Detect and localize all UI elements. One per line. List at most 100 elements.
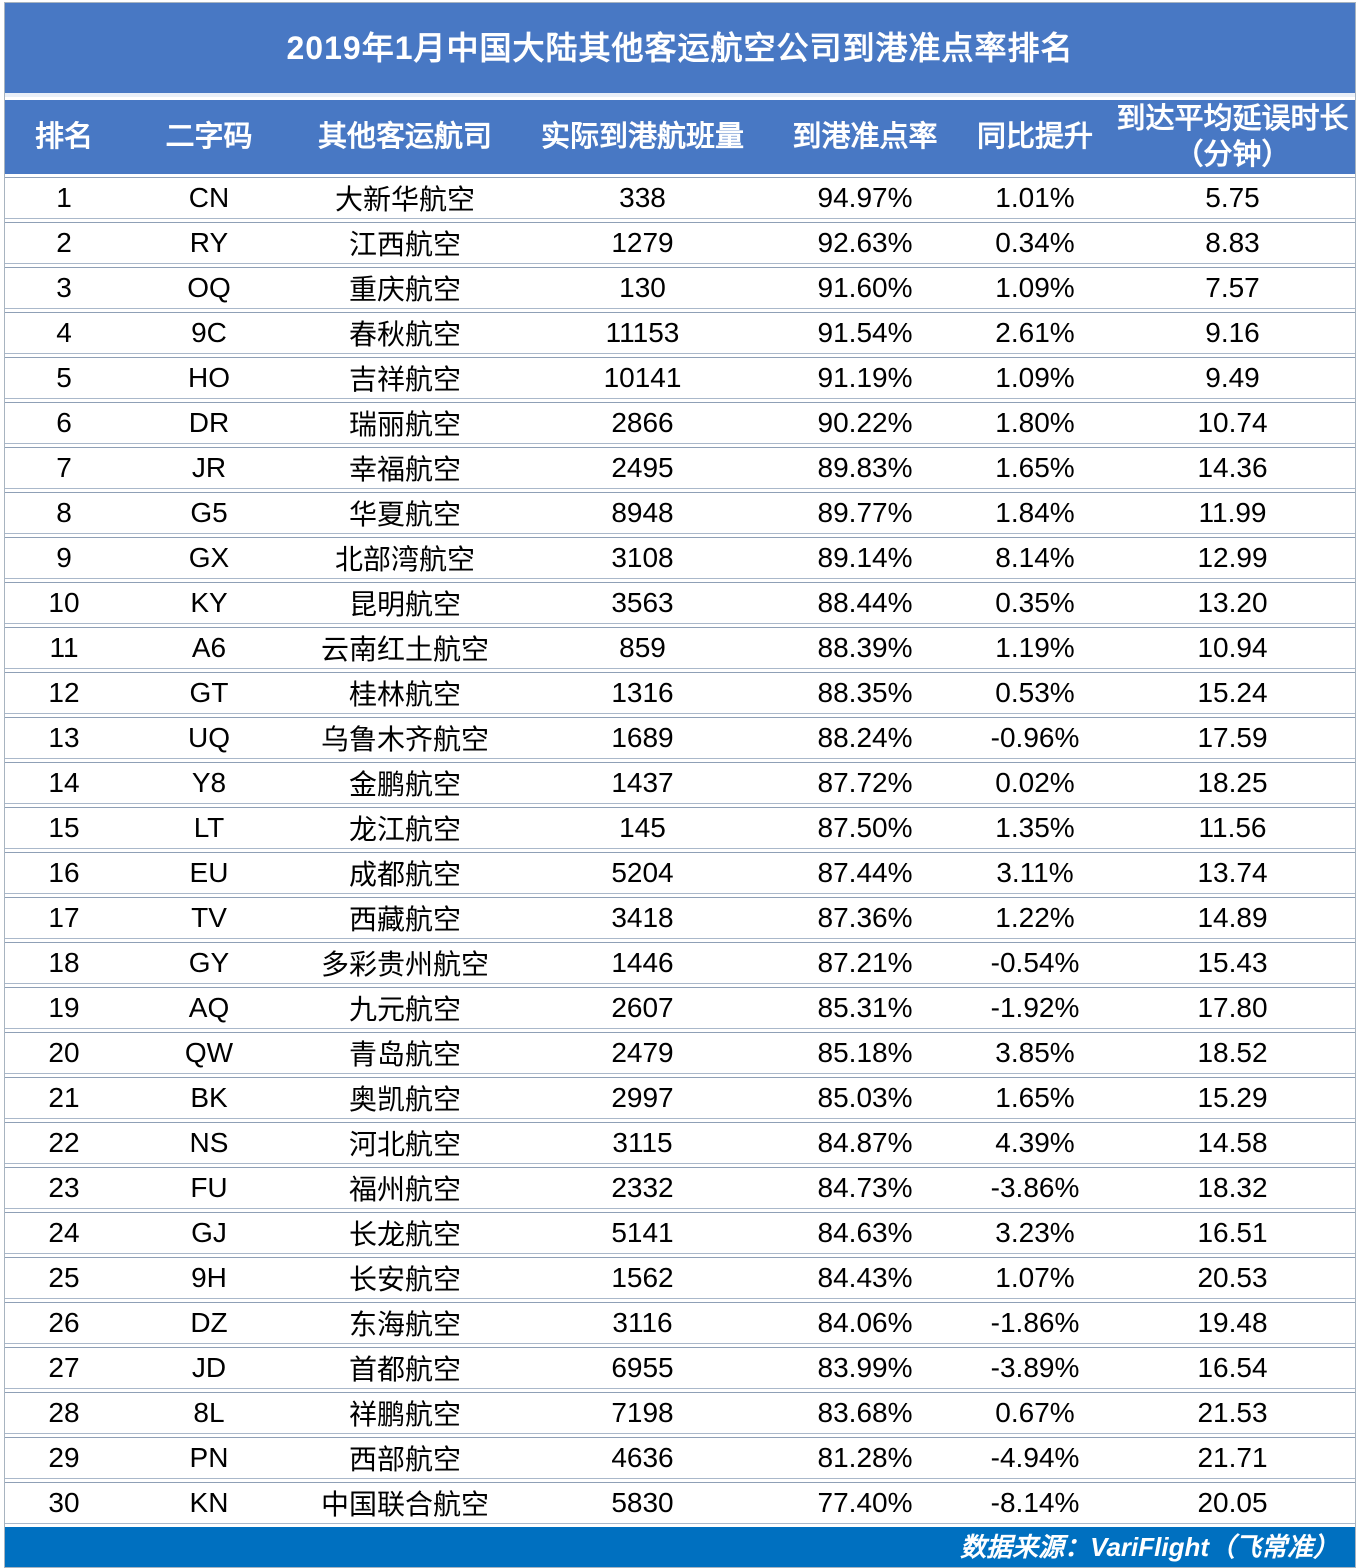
cell-arrival-flights: 2332 <box>515 1167 770 1209</box>
cell-iata-code: QW <box>123 1032 295 1074</box>
cell-iata-code: PN <box>123 1437 295 1479</box>
cell-rank: 10 <box>5 582 123 624</box>
source-bar: 数据来源：VariFlight（飞常准） <box>5 1527 1355 1567</box>
cell-avg-delay-minutes: 18.25 <box>1110 762 1355 804</box>
cell-rank: 20 <box>5 1032 123 1074</box>
cell-airline-name: 青岛航空 <box>295 1032 515 1074</box>
table-row: 6 DR 瑞丽航空 2866 90.22% 1.80% 10.74 <box>5 402 1355 444</box>
cell-rank: 2 <box>5 222 123 264</box>
cell-ontime-rate: 84.06% <box>770 1302 960 1344</box>
cell-arrival-flights: 338 <box>515 177 770 219</box>
cell-avg-delay-minutes: 10.74 <box>1110 402 1355 444</box>
cell-yoy-change: -3.86% <box>960 1167 1110 1209</box>
cell-rank: 19 <box>5 987 123 1029</box>
cell-yoy-change: -4.94% <box>960 1437 1110 1479</box>
table-row: 13 UQ 乌鲁木齐航空 1689 88.24% -0.96% 17.59 <box>5 717 1355 759</box>
cell-airline-name: 九元航空 <box>295 987 515 1029</box>
table-row: 26 DZ 东海航空 3116 84.06% -1.86% 19.48 <box>5 1302 1355 1344</box>
cell-ontime-rate: 77.40% <box>770 1482 960 1524</box>
table-row: 15 LT 龙江航空 145 87.50% 1.35% 11.56 <box>5 807 1355 849</box>
cell-avg-delay-minutes: 14.89 <box>1110 897 1355 939</box>
cell-ontime-rate: 91.60% <box>770 267 960 309</box>
cell-iata-code: 9H <box>123 1257 295 1299</box>
cell-avg-delay-minutes: 17.59 <box>1110 717 1355 759</box>
cell-avg-delay-minutes: 16.54 <box>1110 1347 1355 1389</box>
cell-rank: 28 <box>5 1392 123 1434</box>
cell-rank: 5 <box>5 357 123 399</box>
cell-airline-name: 桂林航空 <box>295 672 515 714</box>
cell-iata-code: TV <box>123 897 295 939</box>
table-row: 5 HO 吉祥航空 10141 91.19% 1.09% 9.49 <box>5 357 1355 399</box>
table-row: 24 GJ 长龙航空 5141 84.63% 3.23% 16.51 <box>5 1212 1355 1254</box>
cell-rank: 26 <box>5 1302 123 1344</box>
cell-yoy-change: 1.84% <box>960 492 1110 534</box>
cell-iata-code: G5 <box>123 492 295 534</box>
cell-avg-delay-minutes: 21.71 <box>1110 1437 1355 1479</box>
table-row: 7 JR 幸福航空 2495 89.83% 1.65% 14.36 <box>5 447 1355 489</box>
cell-yoy-change: 1.19% <box>960 627 1110 669</box>
cell-rank: 11 <box>5 627 123 669</box>
cell-airline-name: 祥鹏航空 <box>295 1392 515 1434</box>
cell-ontime-rate: 88.39% <box>770 627 960 669</box>
cell-iata-code: KY <box>123 582 295 624</box>
cell-avg-delay-minutes: 13.74 <box>1110 852 1355 894</box>
cell-rank: 23 <box>5 1167 123 1209</box>
cell-airline-name: 多彩贵州航空 <box>295 942 515 984</box>
cell-yoy-change: 0.02% <box>960 762 1110 804</box>
cell-avg-delay-minutes: 21.53 <box>1110 1392 1355 1434</box>
cell-rank: 4 <box>5 312 123 354</box>
cell-arrival-flights: 2607 <box>515 987 770 1029</box>
column-header-yoy-change: 同比提升 <box>960 100 1110 174</box>
cell-iata-code: AQ <box>123 987 295 1029</box>
cell-arrival-flights: 3418 <box>515 897 770 939</box>
cell-airline-name: 吉祥航空 <box>295 357 515 399</box>
cell-arrival-flights: 3108 <box>515 537 770 579</box>
cell-airline-name: 乌鲁木齐航空 <box>295 717 515 759</box>
cell-ontime-rate: 92.63% <box>770 222 960 264</box>
cell-ontime-rate: 85.31% <box>770 987 960 1029</box>
cell-arrival-flights: 2866 <box>515 402 770 444</box>
cell-iata-code: JR <box>123 447 295 489</box>
cell-rank: 25 <box>5 1257 123 1299</box>
cell-avg-delay-minutes: 15.29 <box>1110 1077 1355 1119</box>
cell-arrival-flights: 5830 <box>515 1482 770 1524</box>
cell-yoy-change: -0.54% <box>960 942 1110 984</box>
table-row: 28 8L 祥鹏航空 7198 83.68% 0.67% 21.53 <box>5 1392 1355 1434</box>
cell-ontime-rate: 87.36% <box>770 897 960 939</box>
column-header-avg-delay-minutes: 到达平均延误时长 （分钟） <box>1110 100 1355 174</box>
cell-ontime-rate: 87.50% <box>770 807 960 849</box>
cell-yoy-change: 1.09% <box>960 267 1110 309</box>
cell-rank: 14 <box>5 762 123 804</box>
ontime-ranking-report: 2019年1月中国大陆其他客运航空公司到港准点率排名 排名 二字码 其他客运航司 实际… <box>4 2 1356 1568</box>
cell-airline-name: 奥凯航空 <box>295 1077 515 1119</box>
cell-yoy-change: 0.53% <box>960 672 1110 714</box>
cell-rank: 21 <box>5 1077 123 1119</box>
cell-avg-delay-minutes: 19.48 <box>1110 1302 1355 1344</box>
cell-avg-delay-minutes: 18.32 <box>1110 1167 1355 1209</box>
cell-airline-name: 河北航空 <box>295 1122 515 1164</box>
cell-avg-delay-minutes: 7.57 <box>1110 267 1355 309</box>
cell-ontime-rate: 84.63% <box>770 1212 960 1254</box>
cell-iata-code: RY <box>123 222 295 264</box>
cell-ontime-rate: 89.14% <box>770 537 960 579</box>
cell-rank: 1 <box>5 177 123 219</box>
cell-airline-name: 云南红土航空 <box>295 627 515 669</box>
cell-arrival-flights: 1562 <box>515 1257 770 1299</box>
cell-arrival-flights: 1446 <box>515 942 770 984</box>
cell-avg-delay-minutes: 12.99 <box>1110 537 1355 579</box>
table-row: 16 EU 成都航空 5204 87.44% 3.11% 13.74 <box>5 852 1355 894</box>
cell-iata-code: CN <box>123 177 295 219</box>
cell-arrival-flights: 11153 <box>515 312 770 354</box>
cell-rank: 9 <box>5 537 123 579</box>
cell-arrival-flights: 4636 <box>515 1437 770 1479</box>
cell-rank: 3 <box>5 267 123 309</box>
cell-iata-code: GT <box>123 672 295 714</box>
cell-arrival-flights: 10141 <box>515 357 770 399</box>
cell-arrival-flights: 2997 <box>515 1077 770 1119</box>
cell-arrival-flights: 1316 <box>515 672 770 714</box>
table-row: 20 QW 青岛航空 2479 85.18% 3.85% 18.52 <box>5 1032 1355 1074</box>
table-header: 排名 二字码 其他客运航司 实际到港航班量 到港准点率 同比提升 到达平均延误时长 （分钟） <box>5 100 1355 174</box>
cell-arrival-flights: 5204 <box>515 852 770 894</box>
cell-ontime-rate: 94.97% <box>770 177 960 219</box>
cell-iata-code: GX <box>123 537 295 579</box>
